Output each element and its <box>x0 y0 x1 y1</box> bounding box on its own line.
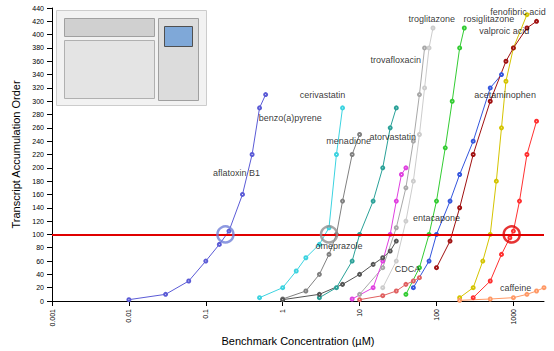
svg-text:Benchmark Concentration (µM): Benchmark Concentration (µM) <box>221 335 374 347</box>
svg-text:40: 40 <box>36 271 44 278</box>
svg-text:aflatoxin B1: aflatoxin B1 <box>213 168 260 178</box>
svg-text:0.001: 0.001 <box>49 309 56 327</box>
svg-text:380: 380 <box>32 44 44 51</box>
svg-text:1000: 1000 <box>510 309 517 325</box>
svg-text:20: 20 <box>36 284 44 291</box>
svg-text:10: 10 <box>356 309 363 317</box>
svg-text:trovafloxacin: trovafloxacin <box>371 55 422 65</box>
svg-text:200: 200 <box>32 164 44 171</box>
svg-text:acetaminophen: acetaminophen <box>474 90 536 100</box>
svg-text:100: 100 <box>433 309 440 321</box>
svg-text:420: 420 <box>32 18 44 25</box>
svg-text:240: 240 <box>32 138 44 145</box>
svg-text:180: 180 <box>32 178 44 185</box>
svg-text:140: 140 <box>32 204 44 211</box>
svg-text:0.1: 0.1 <box>202 309 209 319</box>
svg-text:120: 120 <box>32 218 44 225</box>
svg-text:100: 100 <box>32 231 44 238</box>
svg-text:400: 400 <box>32 31 44 38</box>
svg-text:omeprazole: omeprazole <box>316 241 363 251</box>
svg-text:280: 280 <box>32 111 44 118</box>
svg-text:atorvastatin: atorvastatin <box>370 132 417 142</box>
svg-text:60: 60 <box>36 258 44 265</box>
svg-text:440: 440 <box>32 5 44 12</box>
svg-text:220: 220 <box>32 151 44 158</box>
svg-text:0.01: 0.01 <box>125 309 132 323</box>
svg-text:260: 260 <box>32 124 44 131</box>
svg-text:1: 1 <box>279 309 286 313</box>
svg-text:80: 80 <box>36 244 44 251</box>
svg-text:360: 360 <box>32 58 44 65</box>
svg-text:troglitazone: troglitazone <box>409 14 456 24</box>
svg-text:entacapone: entacapone <box>413 213 460 223</box>
svg-text:caffeine: caffeine <box>500 283 531 293</box>
svg-text:valproic acid: valproic acid <box>479 26 529 36</box>
svg-text:0: 0 <box>40 298 44 305</box>
svg-text:160: 160 <box>32 191 44 198</box>
svg-text:CDCA: CDCA <box>395 264 421 274</box>
svg-text:340: 340 <box>32 71 44 78</box>
svg-text:Transcript Accumulation Order: Transcript Accumulation Order <box>10 80 22 228</box>
svg-text:benzo(a)pyrene: benzo(a)pyrene <box>259 113 322 123</box>
svg-text:320: 320 <box>32 84 44 91</box>
svg-text:300: 300 <box>32 98 44 105</box>
svg-text:fenofibric acid: fenofibric acid <box>490 7 546 17</box>
svg-text:cerivastatin: cerivastatin <box>300 90 346 100</box>
svg-text:rosiglitazone: rosiglitazone <box>463 14 515 25</box>
svg-text:menadione: menadione <box>326 136 371 146</box>
